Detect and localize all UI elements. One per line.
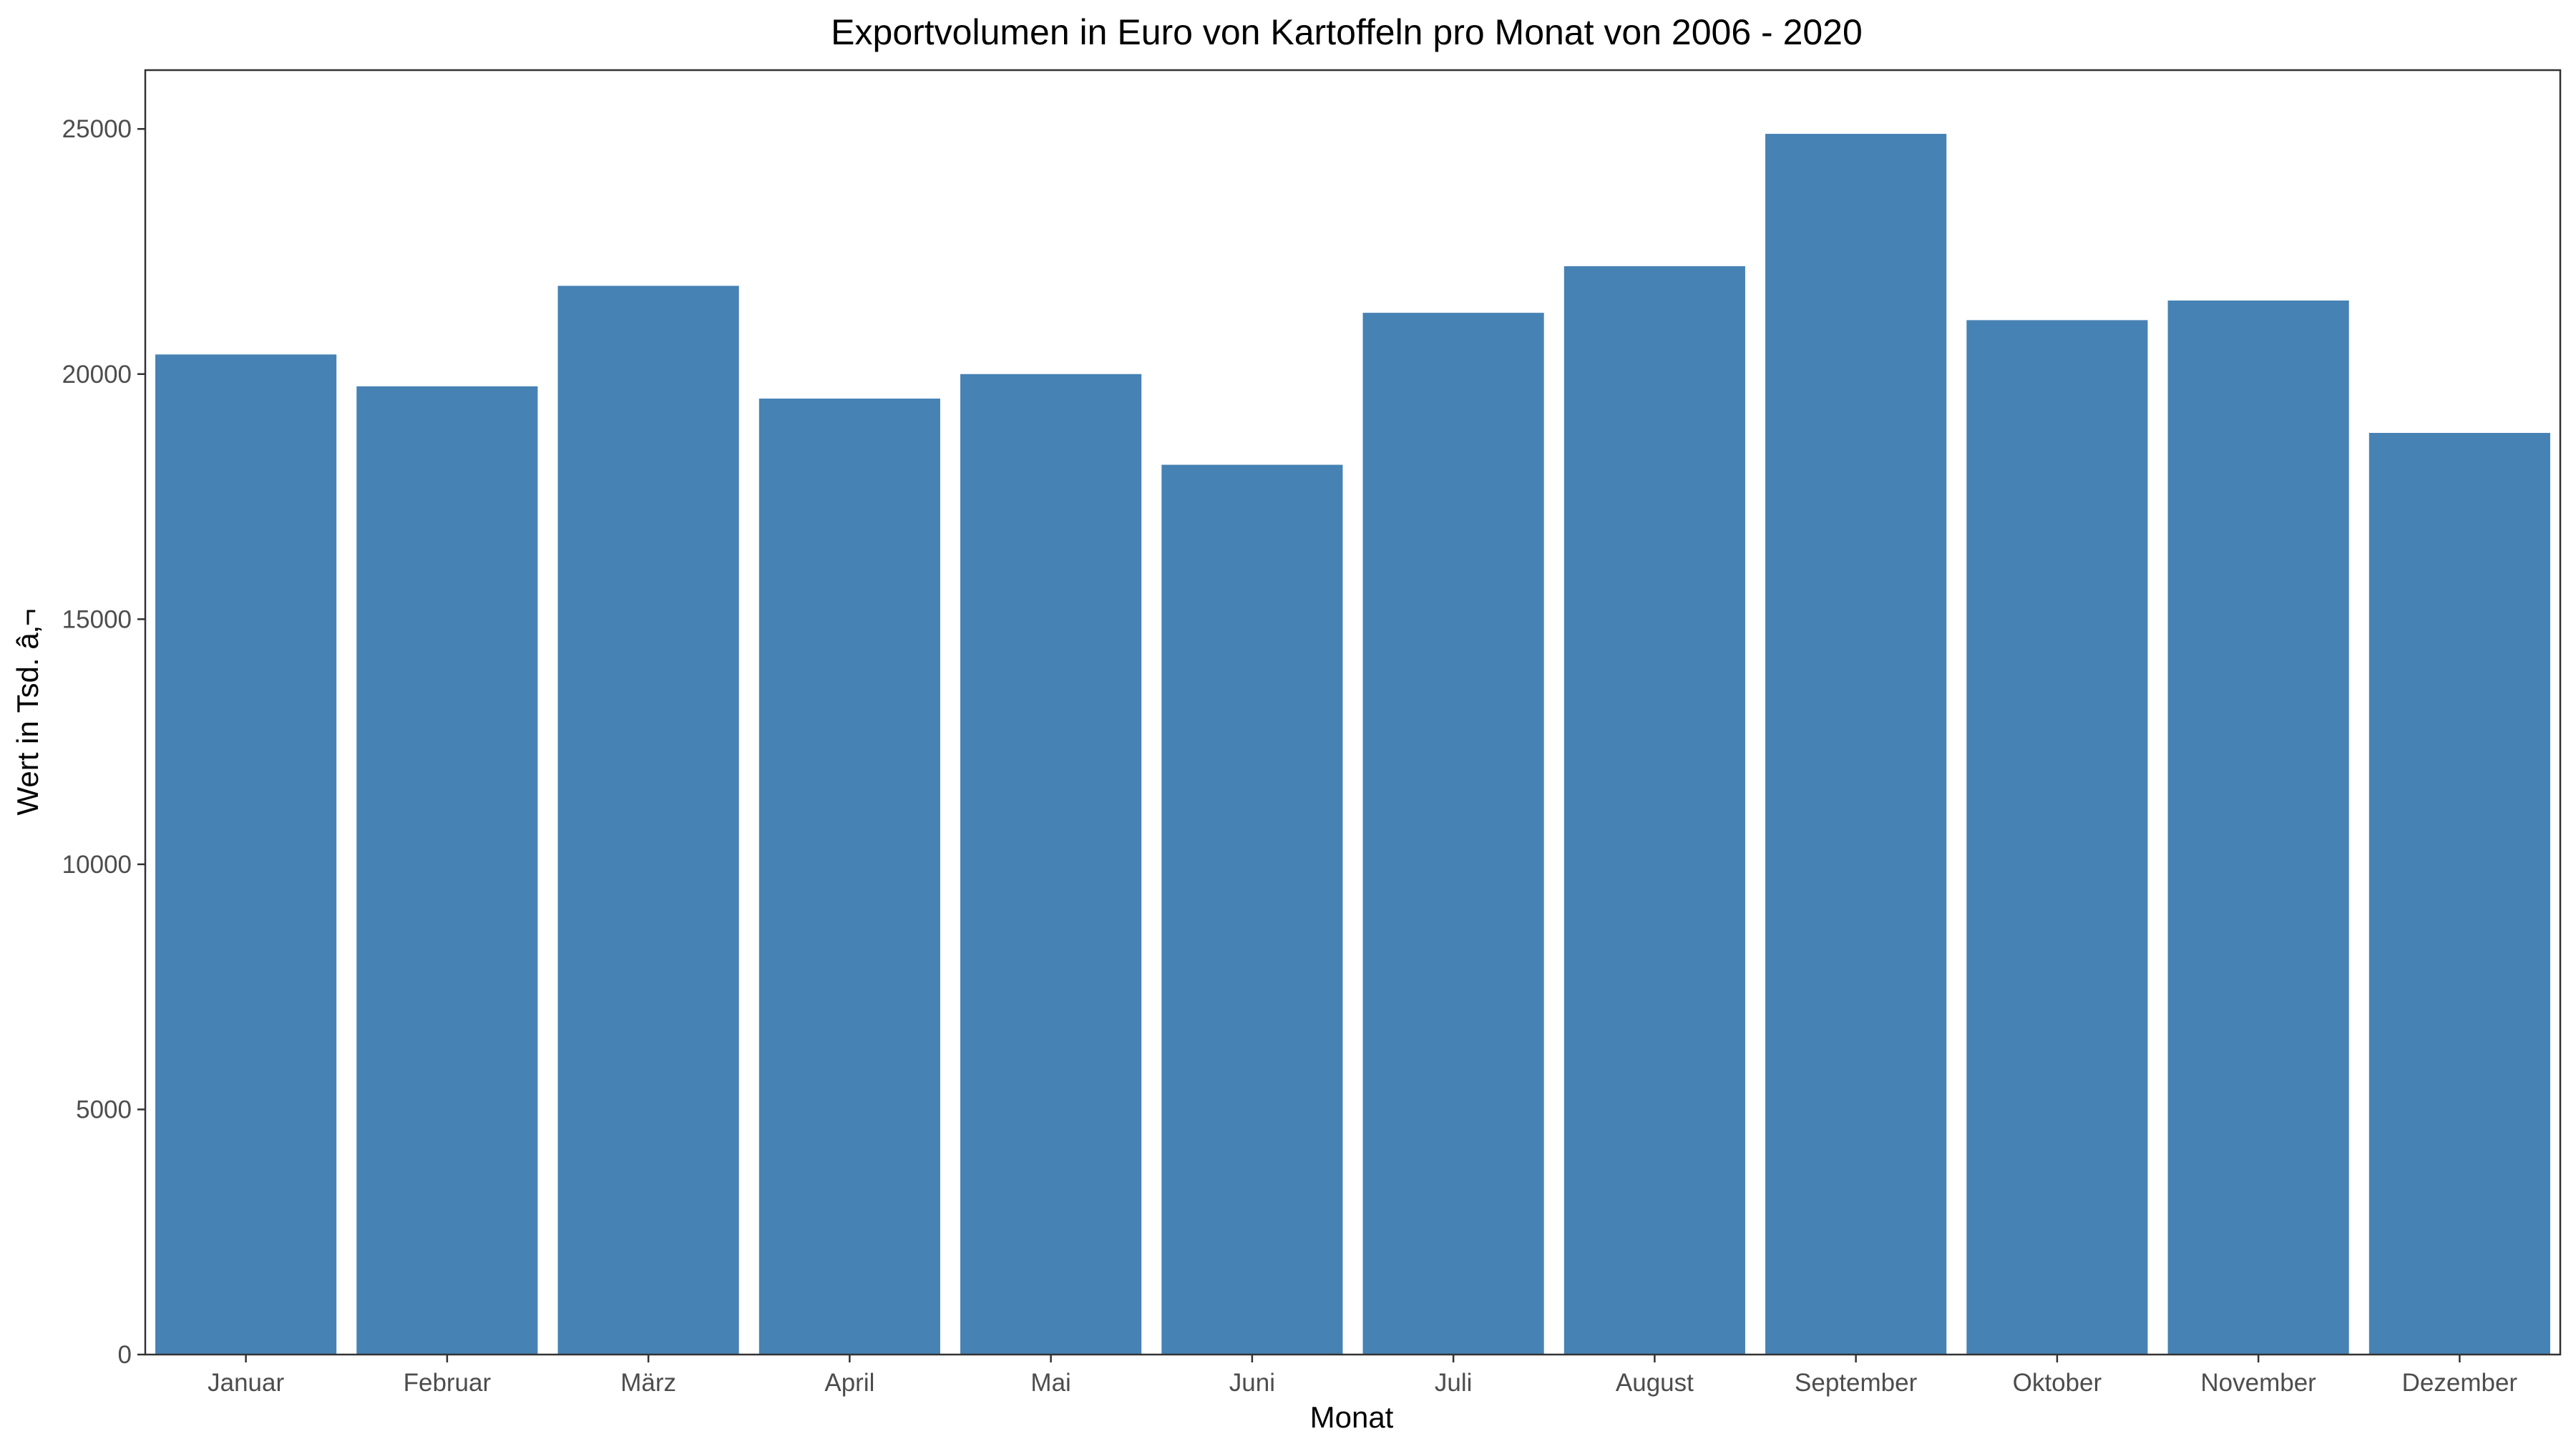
y-tick-label: 0 xyxy=(118,1341,132,1369)
x-tick-label: Januar xyxy=(208,1369,284,1397)
bar-august xyxy=(1563,266,1745,1355)
bar-september xyxy=(1765,134,1947,1355)
x-tick-label: April xyxy=(824,1369,874,1397)
bar-oktober xyxy=(1966,320,2148,1355)
x-tick-label: Dezember xyxy=(2402,1369,2518,1397)
bars-group xyxy=(155,134,2550,1355)
y-tick-label: 15000 xyxy=(62,605,132,633)
y-tick-label: 20000 xyxy=(62,361,132,389)
x-tick-label: September xyxy=(1795,1369,1918,1397)
y-tick-label: 10000 xyxy=(62,851,132,879)
bar-mai xyxy=(960,374,1142,1355)
x-axis-label: Monat xyxy=(1310,1400,1394,1434)
y-tick-label: 5000 xyxy=(76,1096,132,1123)
bar-juni xyxy=(1161,464,1343,1355)
x-tick-label: August xyxy=(1616,1369,1694,1397)
x-tick-label: Juni xyxy=(1229,1369,1275,1397)
x-tick-label: Februar xyxy=(404,1369,492,1397)
x-tick-label: Mai xyxy=(1030,1369,1070,1397)
bar-märz xyxy=(557,286,739,1355)
y-axis: 0 5000 10000 15000 20000 25000 xyxy=(62,115,145,1369)
bar-april xyxy=(758,399,940,1355)
chart-title: Exportvolumen in Euro von Kartoffeln pro… xyxy=(831,12,1863,52)
bar-januar xyxy=(155,354,337,1355)
bar-november xyxy=(2167,301,2349,1355)
y-axis-label: Wert in Tsd. â‚¬ xyxy=(11,608,44,815)
bar-dezember xyxy=(2368,432,2550,1355)
x-axis: Januar Februar März April Mai Juni Juli August S… xyxy=(208,1355,2517,1397)
bar-juli xyxy=(1362,313,1544,1355)
x-tick-label: Oktober xyxy=(2013,1369,2102,1397)
x-tick-label: März xyxy=(620,1369,676,1397)
panel-border xyxy=(144,69,2562,1356)
plot-panel xyxy=(144,69,2562,1356)
y-tick-label: 25000 xyxy=(62,115,132,143)
x-tick-label: Juli xyxy=(1435,1369,1473,1397)
bar-februar xyxy=(356,386,538,1355)
x-tick-label: November xyxy=(2200,1369,2316,1397)
